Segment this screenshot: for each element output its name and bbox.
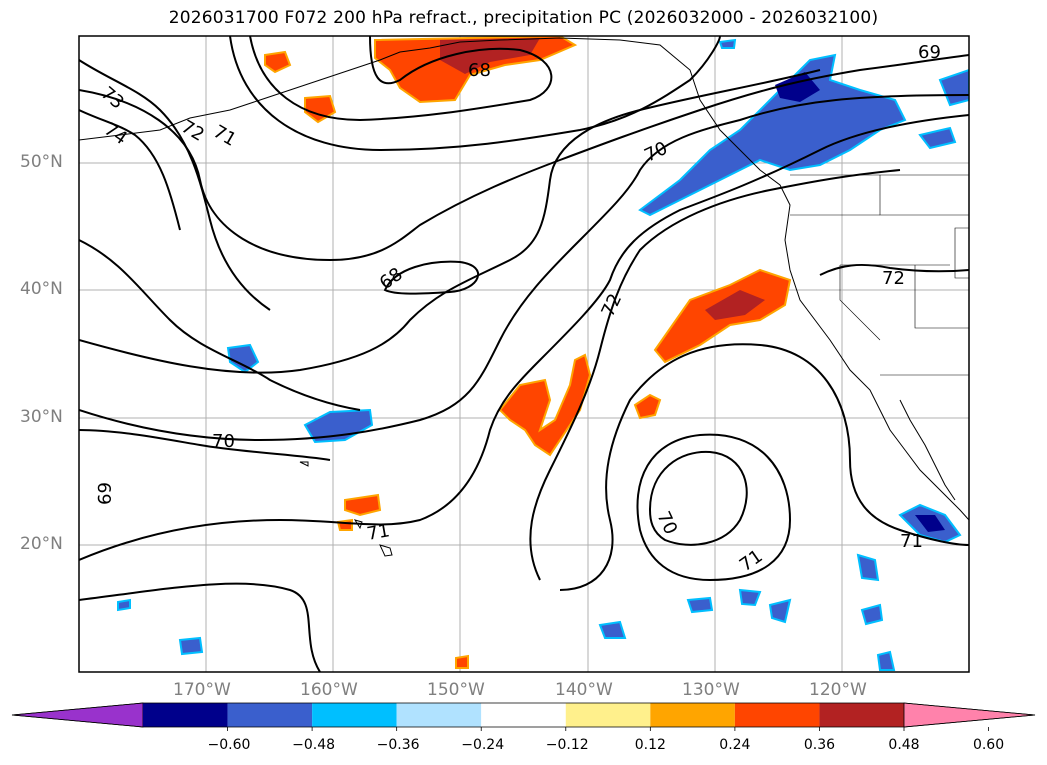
lon-label-120w: 120°W — [809, 680, 867, 700]
colorbar-segment — [819, 703, 904, 727]
contour-label: 68 — [468, 60, 491, 81]
contour-label: 72 — [882, 268, 905, 289]
precip-s-7 — [117, 598, 131, 612]
colorbar-tick-label: 0.60 — [972, 737, 1005, 753]
lon-label-160w: 160°W — [300, 680, 358, 700]
lon-label-150w: 150°W — [427, 680, 485, 700]
precip-s-6 — [178, 636, 204, 656]
contour-72-central — [529, 169, 901, 581]
contour-71-low — [636, 433, 792, 582]
colorbar-tick-label: 0.48 — [888, 737, 920, 753]
precip-pnw — [638, 53, 907, 217]
contour-label: 73 — [97, 83, 128, 114]
colorbar-tick-label: 0.36 — [803, 737, 836, 753]
lon-label-130w: 130°W — [682, 680, 740, 700]
contour-70-low — [648, 450, 748, 546]
contour-71-southeast — [559, 343, 969, 591]
contour-label: 69 — [93, 482, 114, 505]
colorbar-tick-label: −0.48 — [292, 737, 336, 753]
precip-s-4 — [598, 620, 627, 639]
contour-72 — [79, 239, 361, 411]
precip-negative — [117, 38, 969, 671]
colorbar-tick-label: −0.24 — [461, 737, 505, 753]
contour-label: 69 — [918, 42, 941, 63]
precip-s-3 — [768, 598, 792, 624]
precip-small-5 — [336, 518, 353, 531]
contour-label: 71 — [210, 121, 240, 151]
colorbar-outline — [11, 702, 1036, 728]
precip-small-3 — [633, 393, 662, 420]
colorbar-segment — [143, 703, 228, 727]
precip-s-1 — [686, 596, 714, 614]
precip-s-10 — [718, 38, 737, 49]
colorbar-extend-low — [11, 702, 144, 728]
contour-label: 71 — [736, 546, 767, 576]
contour-68-alaska — [249, 36, 553, 122]
precip-central — [498, 353, 592, 457]
lat-label-40n: 40°N — [20, 279, 63, 299]
colorbar-segment — [396, 703, 482, 727]
map-title: 2026031700 F072 200 hPa refract., precip… — [168, 8, 879, 28]
colorbar-tick-label: −0.12 — [545, 737, 589, 753]
gridlines — [79, 36, 969, 672]
borders — [790, 174, 969, 376]
lon-label-140w: 140°W — [555, 680, 613, 700]
contour-lines — [79, 36, 969, 672]
contour-69-southwest — [79, 429, 331, 461]
lat-label-20n: 20°N — [20, 534, 63, 554]
precip-mid-2 — [226, 343, 260, 374]
colorbar-segment — [312, 703, 397, 727]
map-frame — [78, 35, 970, 673]
precip-s-2 — [738, 588, 762, 607]
contour-label: 72 — [597, 290, 626, 320]
contour-73 — [79, 59, 271, 311]
colorbar-segment — [481, 703, 566, 727]
colorbar-segment — [227, 703, 313, 727]
lat-label-30n: 30°N — [20, 407, 63, 427]
lat-label-50n: 50°N — [20, 152, 63, 172]
precip-baja-core — [915, 515, 945, 532]
precip-s-5 — [860, 603, 884, 626]
contour-72-east — [819, 263, 969, 276]
colorbar-segment — [734, 703, 820, 727]
colorbar — [11, 702, 1036, 731]
colorbar-tick-label: 0.24 — [719, 737, 751, 753]
contour-69-mid — [79, 69, 821, 374]
precip-pnw-east-2 — [918, 126, 957, 150]
contour-label: 70 — [212, 431, 235, 452]
precip-small-6 — [455, 654, 469, 669]
precip-alaska-core — [440, 38, 540, 74]
precip-small-1 — [264, 50, 292, 74]
precip-pnw-east — [938, 68, 969, 107]
contour-label: 74 — [100, 119, 131, 149]
contour-74 — [79, 109, 181, 231]
contour-71 — [79, 114, 969, 561]
colorbar-segment — [565, 703, 651, 727]
colorbar-extend-high — [903, 702, 1036, 728]
precip-california-core — [705, 290, 765, 320]
contour-label: 71 — [900, 531, 923, 552]
precip-s-9 — [876, 650, 896, 671]
contour-69-north — [229, 36, 721, 152]
contour-70-main — [79, 94, 969, 442]
contour-label: 71 — [365, 520, 391, 545]
lon-label-170w: 170°W — [173, 680, 231, 700]
precip-positive — [264, 36, 792, 669]
precip-s-8 — [856, 553, 880, 582]
contour-71-south — [79, 582, 321, 672]
colorbar-tick-label: −0.60 — [207, 737, 251, 753]
precip-small-4 — [344, 493, 382, 517]
colorbar-tick-label: −0.36 — [376, 737, 420, 753]
colorbar-segment — [650, 703, 735, 727]
colorbar-tick-label: 0.12 — [634, 737, 666, 753]
